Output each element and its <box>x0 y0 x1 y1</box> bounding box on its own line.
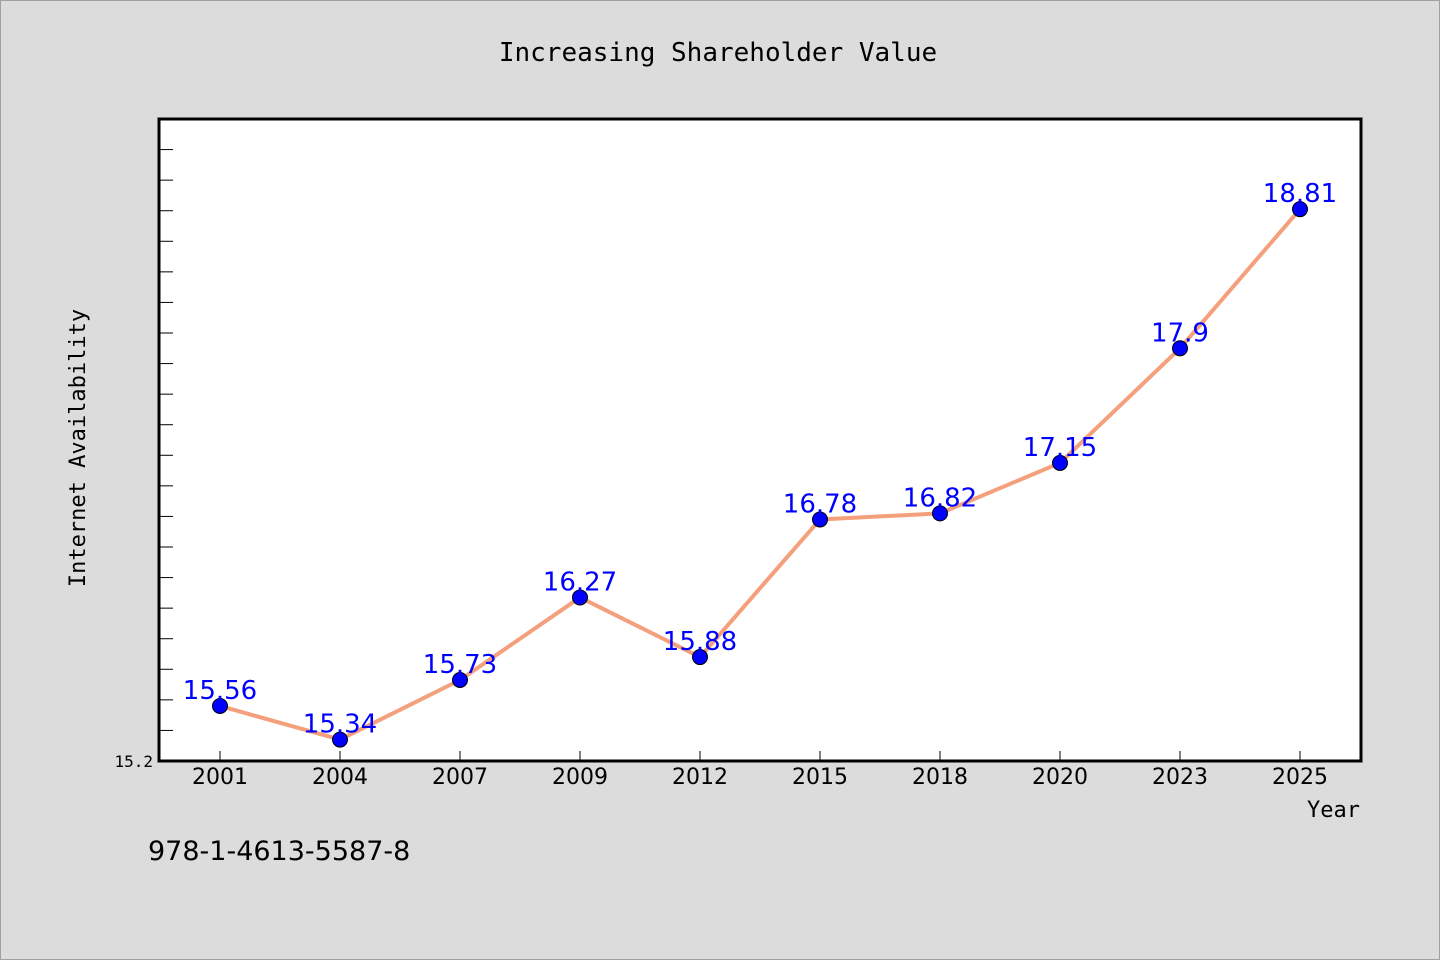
data-point <box>932 505 948 522</box>
x-tick-label: 2001 <box>192 765 248 790</box>
footer-code: 978-1-4613-5587-8 <box>148 836 411 867</box>
x-tick-label: 2023 <box>1152 765 1208 790</box>
data-point <box>1292 201 1308 218</box>
data-labels: 15.56 15.34 15.73 16.27 15.88 16.78 16.82 17.15… <box>183 179 1337 739</box>
data-label: 16.78 <box>783 489 857 519</box>
data-label: 15.56 <box>183 676 257 706</box>
plot-area <box>157 117 1363 763</box>
data-label: 15.34 <box>303 710 377 740</box>
x-axis-title: Year <box>1307 798 1360 823</box>
data-point <box>692 649 708 666</box>
data-point <box>332 731 348 748</box>
y-tick-label: 15.2 <box>114 752 153 771</box>
x-tick-label: 2025 <box>1272 765 1328 790</box>
data-label: 17.9 <box>1151 318 1209 348</box>
y-axis-tick-labels: 15.2 <box>114 752 153 771</box>
data-label: 15.88 <box>663 627 737 657</box>
data-point <box>212 697 228 714</box>
series-markers <box>212 201 1308 748</box>
x-axis-ticks <box>219 751 1301 761</box>
x-tick-label: 2004 <box>312 765 368 790</box>
data-label: 18.81 <box>1263 179 1337 209</box>
data-point <box>812 511 828 528</box>
x-tick-label: 2007 <box>432 765 488 790</box>
data-point <box>452 671 468 688</box>
y-axis-title: Internet Availability <box>66 309 91 587</box>
data-label: 15.73 <box>423 650 497 680</box>
data-point <box>1052 454 1068 471</box>
x-tick-label: 2018 <box>912 765 968 790</box>
x-axis-tick-labels: 2001 2004 2007 2009 2012 2015 2018 2020 2023 2025 <box>192 765 1328 790</box>
data-label: 17.15 <box>1023 433 1097 463</box>
data-point <box>1172 340 1188 357</box>
x-tick-label: 2009 <box>552 765 608 790</box>
x-tick-label: 2020 <box>1032 765 1088 790</box>
data-point <box>572 589 588 606</box>
x-tick-label: 2012 <box>672 765 728 790</box>
y-axis-ticks <box>159 149 173 731</box>
series-line <box>218 207 1302 742</box>
data-label: 16.82 <box>903 483 977 513</box>
x-tick-label: 2015 <box>792 765 848 790</box>
data-label: 16.27 <box>543 567 617 597</box>
chart-title: Increasing Shareholder Value <box>499 38 937 68</box>
